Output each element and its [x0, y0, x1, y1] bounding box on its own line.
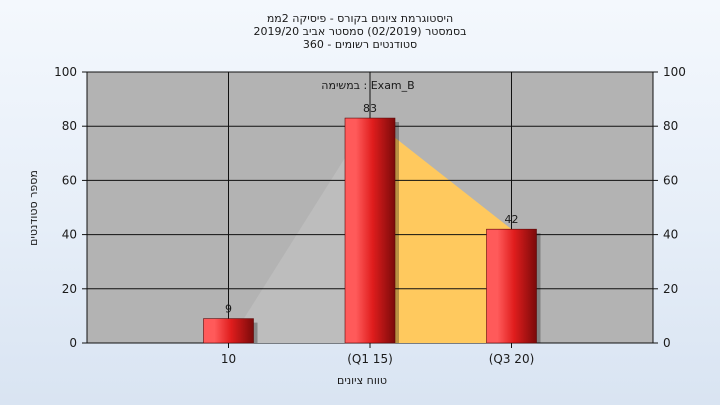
y-tick-label-left-6: 100: [54, 65, 77, 79]
y-tick-label-right-4: 60: [663, 173, 678, 187]
title-line-2: בסמסטר (02/2019) סמסטר אביב 2019/20: [253, 25, 466, 38]
y-axis-right: 0 20 40 60 80 100: [653, 65, 686, 350]
x-tick-label-1: 10: [221, 352, 236, 366]
bar-2: [344, 117, 396, 344]
y-tick-label-left-3: 40: [62, 228, 77, 242]
y-tick-label-right-5: 80: [663, 119, 678, 133]
y-axis-title: מספר סטודנטים: [27, 170, 40, 246]
data-labels: 9 83 42: [225, 102, 519, 316]
chart-annotation: במשימה : Exam_B: [321, 79, 414, 92]
y-tick-label-left-4: 60: [62, 173, 77, 187]
y-tick-label-left-1: 0: [69, 336, 77, 350]
data-label-1: 9: [225, 303, 232, 316]
y-tick-label-right-6: 100: [663, 65, 686, 79]
x-tick-label-3: (Q3 20): [489, 352, 535, 366]
y-axis-left: 0 20 40 60 80 100: [54, 65, 87, 350]
bar-1: [203, 318, 254, 344]
area-series-1: [228, 118, 370, 343]
y-tick-label-right-3: 40: [663, 228, 678, 242]
chart-title: היסטוגרמת ציונים בקורס - פיסיקה 2ממ בסמס…: [253, 12, 466, 51]
y-tick-label-left-5: 80: [62, 119, 77, 133]
area-series-2: [370, 118, 512, 343]
title-line-3: סטודנטים רשומים - 360: [303, 38, 417, 51]
area-series: [228, 118, 512, 343]
bar-3: [486, 228, 537, 344]
title-line-1: היסטוגרמת ציונים בקורס - פיסיקה 2ממ: [267, 12, 453, 25]
bars: [203, 117, 541, 344]
y-tick-label-left-2: 20: [62, 282, 77, 296]
x-axis: 10 (Q1 15) (Q3 20): [221, 343, 534, 366]
y-tick-label-right-1: 0: [663, 336, 671, 350]
data-label-2: 83: [363, 102, 377, 115]
x-tick-label-2: (Q1 15): [347, 352, 393, 366]
y-tick-label-right-2: 20: [663, 282, 678, 296]
x-axis-title: טווח ציונים: [337, 374, 387, 387]
data-label-3: 42: [505, 213, 519, 226]
